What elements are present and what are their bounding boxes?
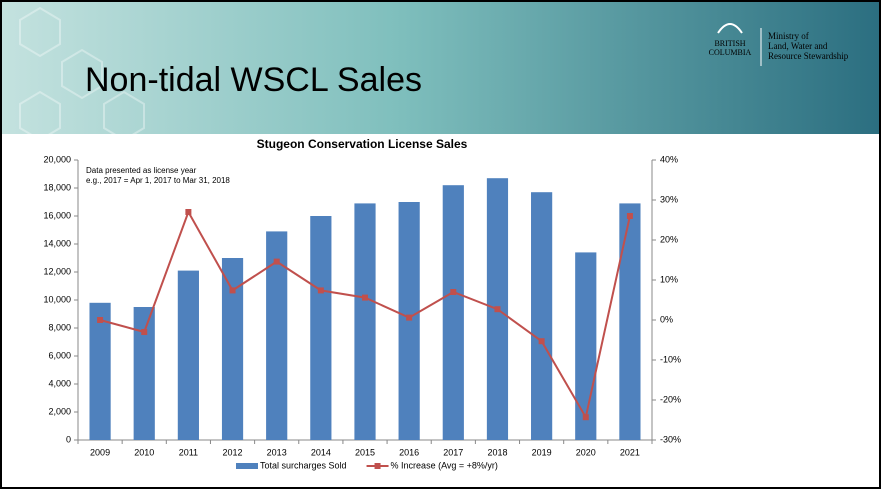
y-tick-label: 8,000 bbox=[48, 322, 71, 332]
y2-tick-label: -30% bbox=[660, 434, 681, 444]
logo: BRITISH COLUMBIA Ministry of Land, Water… bbox=[709, 23, 849, 66]
x-tick-label: 2013 bbox=[267, 447, 287, 457]
line-marker bbox=[582, 414, 589, 421]
logo-text: COLUMBIA bbox=[709, 48, 752, 57]
x-tick-label: 2016 bbox=[399, 447, 419, 457]
x-tick-label: 2011 bbox=[179, 447, 198, 457]
bar bbox=[89, 302, 111, 440]
line-marker bbox=[185, 209, 192, 215]
annotation: Data presented as license year bbox=[86, 166, 197, 175]
hexagons bbox=[19, 6, 145, 142]
bar bbox=[266, 231, 288, 440]
line-marker bbox=[494, 306, 501, 313]
line-marker bbox=[229, 287, 236, 294]
bar bbox=[221, 258, 244, 440]
header-band bbox=[0, 0, 881, 134]
chart-title: Stugeon Conservation License Sales bbox=[257, 137, 468, 151]
line-marker bbox=[538, 338, 545, 345]
bar bbox=[531, 192, 553, 440]
x-tick-label: 2021 bbox=[620, 447, 640, 457]
y-tick-label: 4,000 bbox=[48, 378, 71, 388]
y-tick-label: 12,000 bbox=[43, 266, 71, 276]
y2-tick-label: 40% bbox=[660, 154, 678, 164]
y-tick-label: 2,000 bbox=[48, 406, 71, 416]
bar bbox=[177, 270, 199, 440]
logo-text: BRITISH bbox=[714, 39, 745, 48]
y-tick-label: 20,000 bbox=[43, 154, 71, 164]
line-marker bbox=[362, 294, 368, 301]
bar bbox=[310, 216, 332, 440]
line-marker bbox=[97, 317, 104, 323]
x-tick-label: 2014 bbox=[311, 447, 331, 457]
y-tick-label: 6,000 bbox=[48, 350, 71, 360]
y2-tick-label: -20% bbox=[660, 394, 681, 404]
line-marker bbox=[450, 289, 457, 295]
x-tick-label: 2020 bbox=[576, 447, 596, 457]
x-tick-label: 2015 bbox=[355, 447, 375, 457]
bar bbox=[354, 203, 376, 440]
y2-tick-label: 20% bbox=[660, 234, 678, 244]
line-marker bbox=[273, 258, 280, 265]
bar bbox=[575, 252, 597, 440]
bar bbox=[133, 307, 155, 440]
y-tick-label: 14,000 bbox=[43, 238, 71, 248]
y2-tick-label: 0% bbox=[660, 314, 673, 324]
x-tick-label: 2009 bbox=[90, 447, 110, 457]
bar bbox=[442, 185, 464, 440]
x-tick-label: 2019 bbox=[532, 447, 552, 457]
y2-tick-label: 30% bbox=[660, 194, 678, 204]
slide-title: Non-tidal WSCL Sales bbox=[85, 61, 422, 99]
y-tick-label: 18,000 bbox=[43, 182, 71, 192]
line-marker bbox=[626, 213, 633, 219]
legend-label: Total surcharges Sold bbox=[260, 460, 347, 470]
logo-text: Land, Water and bbox=[768, 41, 828, 51]
logo-text: Resource Stewardship bbox=[768, 51, 849, 61]
bar bbox=[398, 202, 420, 440]
logo-text: Ministry of bbox=[768, 31, 809, 41]
legend-swatch bbox=[374, 463, 381, 469]
y-tick-label: 10,000 bbox=[43, 294, 71, 304]
line-marker bbox=[317, 287, 324, 294]
line-marker bbox=[141, 329, 148, 335]
annotation: e.g., 2017 = Apr 1, 2017 to Mar 31, 2018 bbox=[86, 176, 230, 185]
legend-label: % Increase (Avg = +8%/yr) bbox=[391, 460, 498, 470]
x-tick-label: 2017 bbox=[443, 447, 463, 457]
y2-tick-label: 10% bbox=[660, 274, 678, 284]
bar bbox=[619, 203, 641, 440]
x-tick-label: 2012 bbox=[223, 447, 243, 457]
y-tick-label: 0 bbox=[66, 434, 71, 444]
line-marker bbox=[406, 314, 413, 321]
y-tick-label: 16,000 bbox=[43, 210, 71, 220]
x-tick-label: 2018 bbox=[487, 447, 507, 457]
legend-swatch bbox=[236, 463, 258, 469]
y2-tick-label: -10% bbox=[660, 354, 681, 364]
x-tick-label: 2010 bbox=[134, 447, 154, 457]
